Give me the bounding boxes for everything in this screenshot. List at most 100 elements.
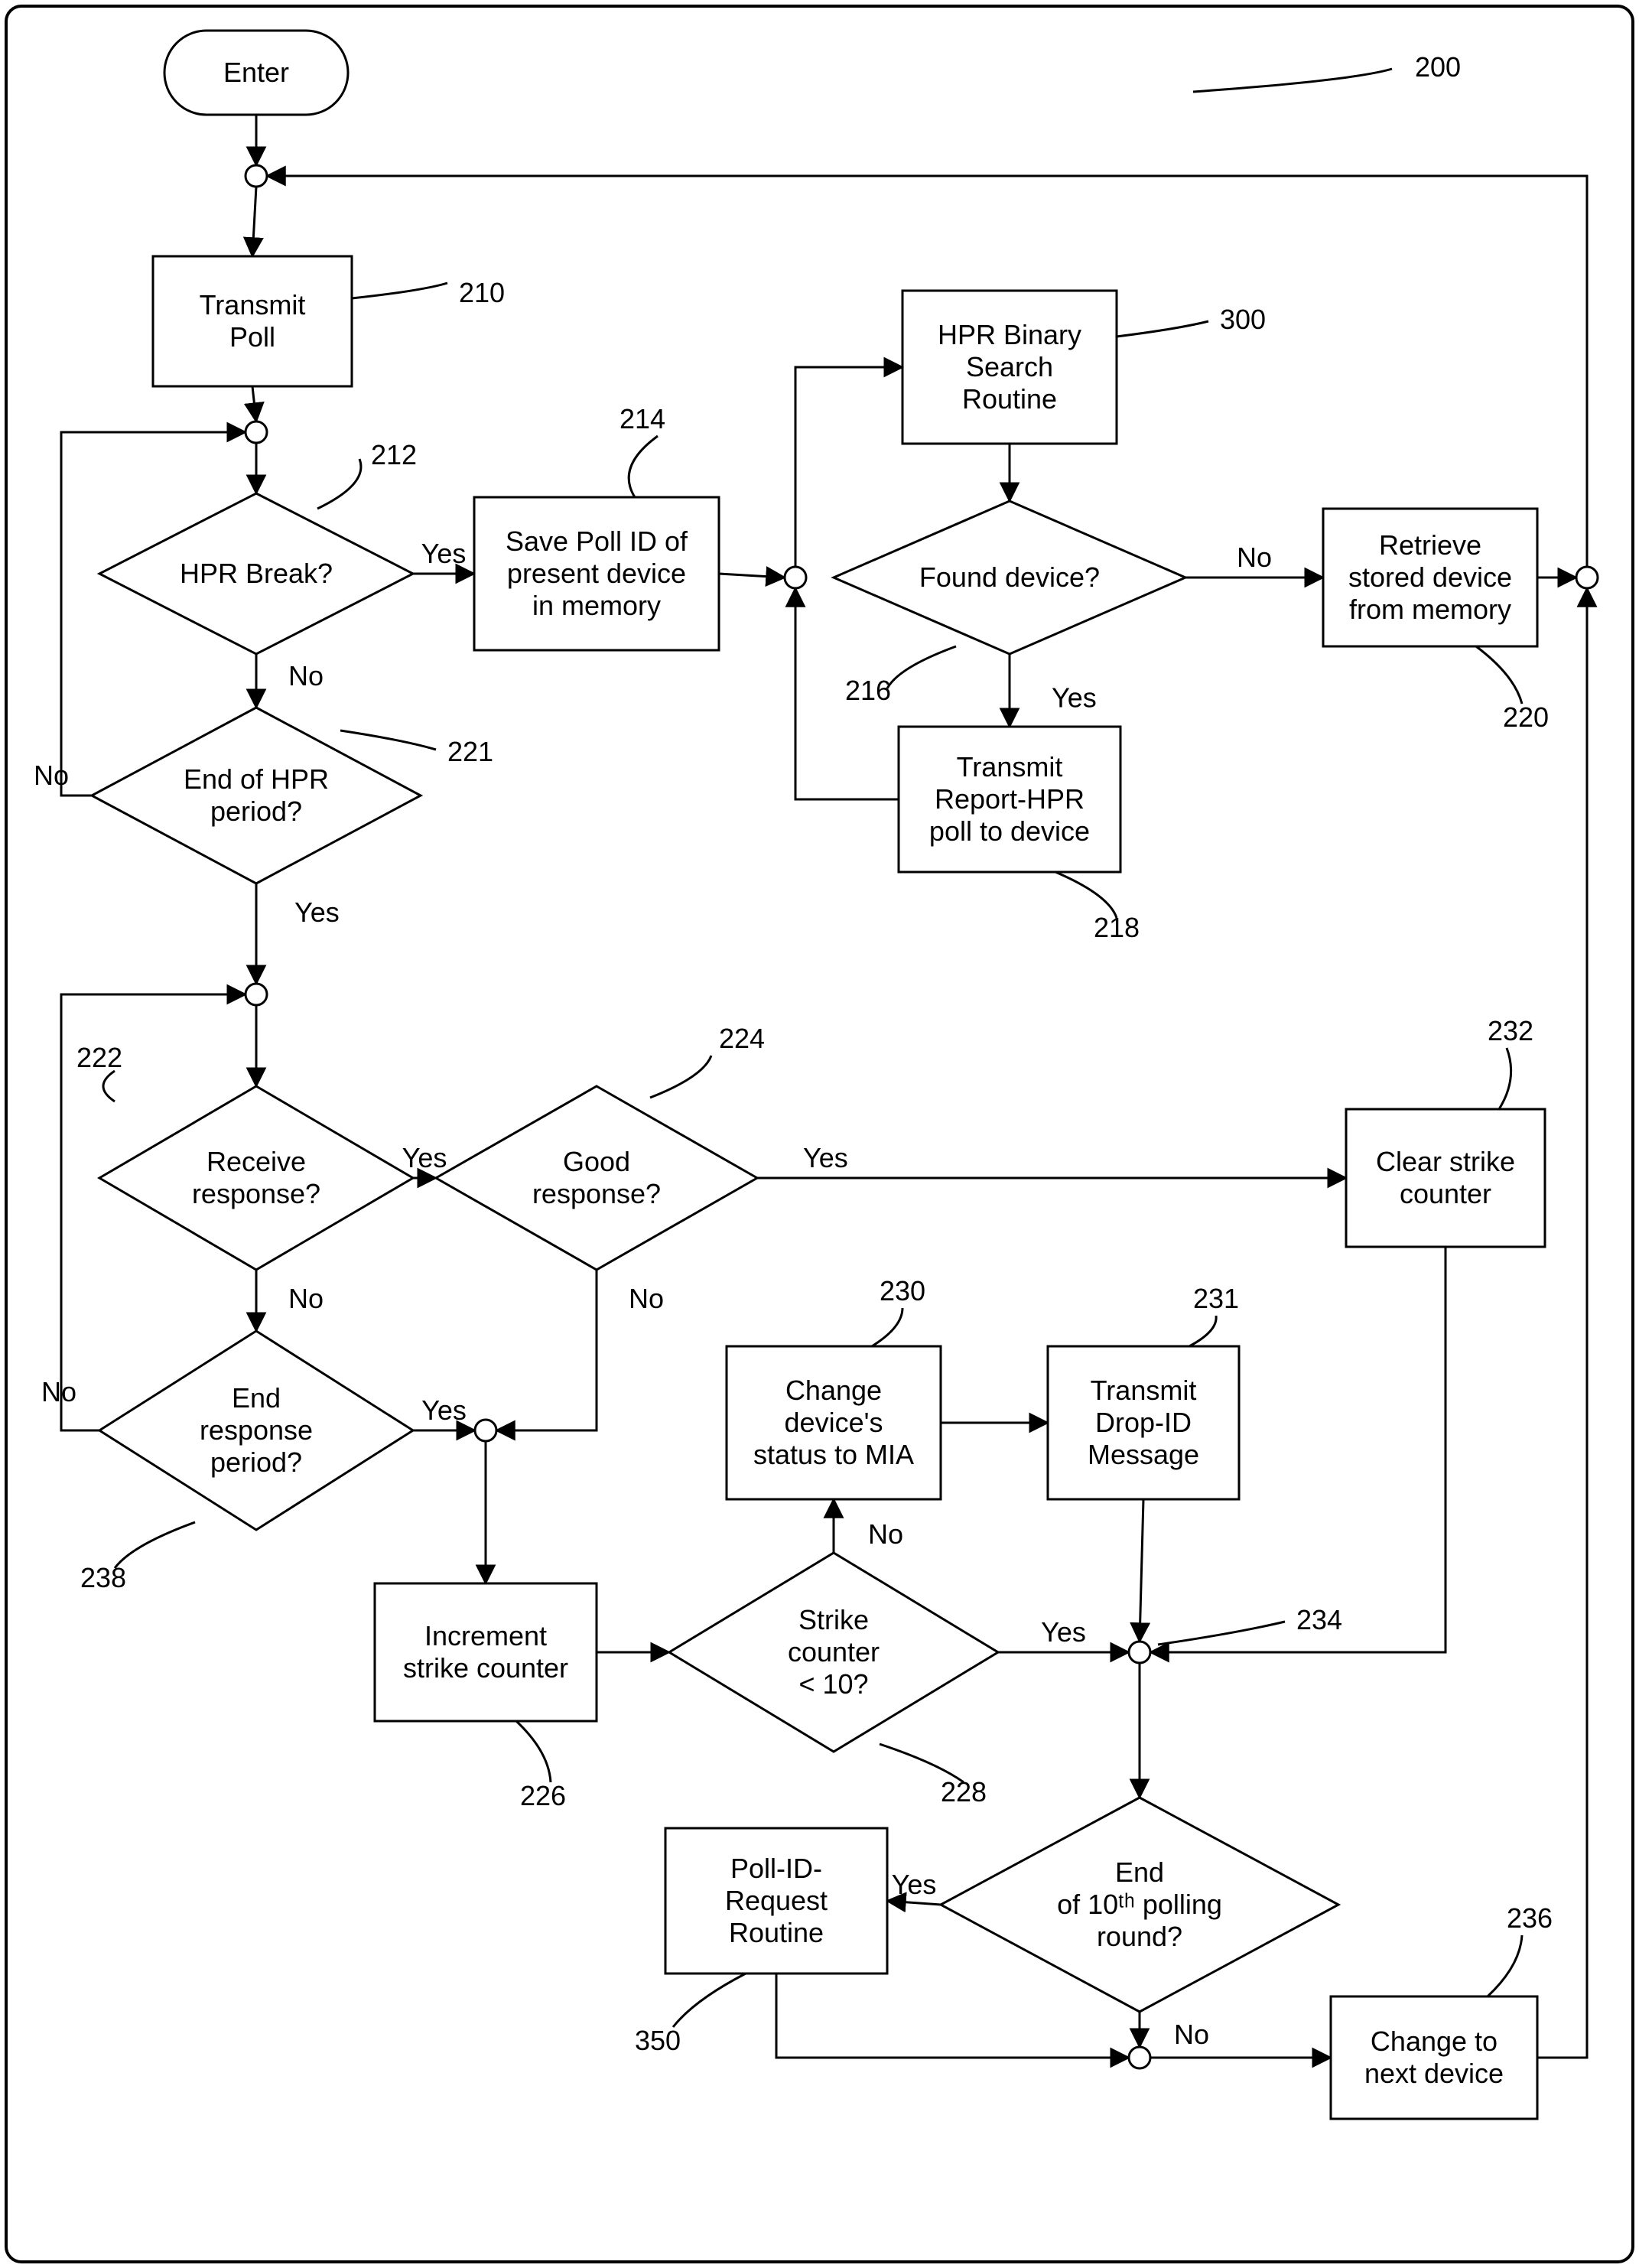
svg-text:HPR Break?: HPR Break? [180,558,333,589]
junction-j4 [246,984,267,1005]
svg-text:210: 210 [459,277,505,308]
svg-text:End: End [1115,1856,1164,1888]
svg-text:No: No [288,660,324,691]
svg-text:300: 300 [1220,304,1266,335]
svg-text:HPR Binary: HPR Binary [938,319,1081,350]
svg-text:221: 221 [447,736,493,767]
svg-text:Yes: Yes [421,1394,467,1426]
svg-text:200: 200 [1415,51,1461,83]
svg-text:period?: period? [210,1446,302,1478]
svg-text:222: 222 [76,1042,122,1073]
junction-j6 [1129,1642,1150,1663]
edge-good-j5 [496,1270,597,1430]
svg-text:Poll-ID-: Poll-ID- [730,1853,822,1884]
svg-text:Change: Change [785,1375,882,1406]
svg-text:Search: Search [966,351,1053,382]
svg-text:strike counter: strike counter [403,1652,568,1684]
svg-text:Transmit: Transmit [957,751,1063,783]
svg-text:status to MIA: status to MIA [753,1439,914,1470]
flowchart-canvas: EnterTransmitPollSave Poll ID ofpresent … [0,0,1639,2268]
svg-text:counter: counter [788,1636,880,1668]
svg-text:Transmit: Transmit [1091,1375,1197,1406]
svg-text:Increment: Increment [424,1620,547,1651]
svg-text:present device: present device [507,558,686,589]
svg-text:230: 230 [880,1275,925,1306]
svg-text:Yes: Yes [294,896,340,928]
svg-text:in memory: in memory [532,590,661,621]
edge-next-j8 [1537,588,1587,2058]
svg-text:Poll: Poll [229,321,275,353]
svg-text:Transmit: Transmit [200,289,306,321]
svg-text:Receive: Receive [207,1146,306,1177]
svg-text:Yes: Yes [1041,1616,1086,1648]
svg-text:< 10?: < 10? [798,1668,868,1700]
svg-text:Good: Good [563,1146,630,1177]
svg-text:228: 228 [941,1776,987,1808]
junction-j2 [246,421,267,443]
svg-text:220: 220 [1503,701,1549,733]
edge-transmit-j2 [252,386,256,421]
svg-text:Message: Message [1088,1439,1199,1470]
svg-text:Save Poll ID of: Save Poll ID of [506,526,688,557]
svg-text:Yes: Yes [1052,682,1097,714]
svg-text:Yes: Yes [803,1142,848,1173]
svg-text:No: No [34,760,69,791]
svg-text:Strike: Strike [798,1604,869,1635]
svg-text:response?: response? [532,1178,661,1209]
svg-text:No: No [288,1283,324,1314]
junction-j5 [475,1420,496,1441]
svg-text:stored device: stored device [1348,561,1512,593]
svg-text:Yes: Yes [892,1869,937,1900]
svg-text:No: No [1174,2019,1209,2050]
svg-text:No: No [41,1376,76,1407]
junction-j1 [246,165,267,187]
svg-text:218: 218 [1094,912,1140,943]
edge-j1-transmit [252,187,256,256]
svg-text:232: 232 [1488,1015,1533,1046]
svg-text:End: End [232,1382,281,1414]
svg-text:212: 212 [371,439,417,470]
svg-text:Routine: Routine [729,1917,824,1948]
svg-text:response?: response? [192,1178,320,1209]
svg-text:No: No [629,1283,664,1314]
svg-text:next device: next device [1364,2058,1504,2089]
svg-text:Clear strike: Clear strike [1376,1146,1515,1177]
svg-text:No: No [1237,542,1272,573]
edge-pollid-j7 [776,1974,1129,2058]
svg-text:Routine: Routine [962,383,1057,415]
svg-text:231: 231 [1193,1283,1239,1314]
svg-text:224: 224 [719,1023,765,1054]
svg-text:Change to: Change to [1371,2026,1498,2057]
svg-text:round?: round? [1097,1921,1182,1952]
svg-text:counter: counter [1400,1178,1491,1209]
svg-text:Yes: Yes [402,1142,447,1173]
svg-text:Request: Request [725,1885,828,1916]
svg-text:238: 238 [80,1562,126,1593]
junction-j8 [1576,567,1598,588]
svg-text:from memory: from memory [1349,594,1511,625]
svg-text:period?: period? [210,796,302,827]
edge-save-j3 [719,574,785,578]
junction-j3 [785,567,806,588]
svg-text:response: response [200,1414,313,1446]
svg-text:poll to device: poll to device [929,815,1090,847]
svg-text:Retrieve: Retrieve [1379,529,1481,561]
svg-text:Drop-ID: Drop-ID [1095,1407,1192,1438]
junction-j7 [1129,2047,1150,2068]
svg-text:350: 350 [635,2025,681,2056]
svg-text:234: 234 [1296,1604,1342,1635]
svg-text:Found device?: Found device? [919,561,1100,593]
svg-text:No: No [868,1518,903,1550]
edge-drop-j6 [1140,1499,1143,1642]
svg-text:device's: device's [785,1407,883,1438]
svg-text:of 10ᵗʰ polling: of 10ᵗʰ polling [1057,1889,1222,1920]
svg-text:Enter: Enter [223,57,289,88]
svg-text:236: 236 [1507,1902,1553,1934]
edge-j3-hprsearch [795,367,902,567]
svg-text:226: 226 [520,1780,566,1811]
svg-text:216: 216 [845,675,891,706]
edge-endround-pollid [887,1901,941,1905]
svg-text:214: 214 [620,403,665,434]
svg-text:End of HPR: End of HPR [184,763,329,795]
svg-text:Report-HPR: Report-HPR [935,783,1085,815]
